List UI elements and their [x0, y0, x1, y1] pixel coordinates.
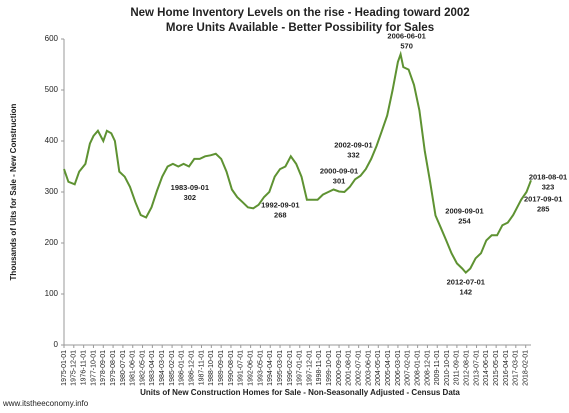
x-tick-label: 2008-01-01 — [414, 350, 421, 386]
annotation-date: 2006-06-01 — [387, 31, 425, 40]
annotation-value: 285 — [537, 205, 550, 214]
x-tick-label: 2011-09-01 — [454, 350, 461, 385]
annotation-value: 332 — [347, 151, 360, 160]
annotation-date: 2012-07-01 — [447, 278, 485, 287]
x-tick-label: 2012-08-01 — [464, 350, 471, 386]
annotation-value: 570 — [400, 41, 413, 50]
x-axis-label: Units of New Construction Homes for Sale… — [140, 388, 460, 397]
x-tick-label: 1996-02-01 — [287, 350, 294, 386]
y-tick-label: 100 — [45, 289, 59, 298]
x-tick-label: 2009-11-01 — [434, 350, 441, 385]
x-tick-label: 1993-05-01 — [257, 350, 264, 386]
x-tick-label: 2005-04-01 — [385, 350, 392, 386]
x-tick-label: 1975-01-01 — [61, 350, 68, 386]
x-tick-label: 2010-10-01 — [444, 350, 451, 386]
x-tick-label: 1988-10-01 — [208, 350, 215, 386]
annotation-date: 2017-09-01 — [524, 195, 562, 204]
y-tick-label: 500 — [45, 85, 59, 94]
x-tick-label: 2002-07-01 — [355, 350, 362, 386]
annotation-date: 2000-09-01 — [320, 166, 358, 175]
x-tick-label: 2013-07-01 — [473, 350, 480, 386]
x-tick-label: 1989-09-01 — [218, 350, 225, 386]
x-tick-label: 2006-03-01 — [395, 350, 402, 386]
x-tick-label: 1975-12-01 — [71, 350, 78, 386]
x-tick-label: 1976-11-01 — [81, 350, 88, 385]
x-tick-label: 1987-11-01 — [198, 350, 205, 385]
x-tick-label: 2016-04-01 — [503, 350, 510, 386]
chart-subtitle: More Units Available - Better Possibilit… — [166, 22, 434, 34]
annotation-value: 323 — [542, 182, 555, 191]
annotation-date: 1983-09-01 — [171, 183, 209, 192]
x-tick-label: 2003-06-01 — [365, 350, 372, 386]
annotation-date: 2009-09-01 — [445, 206, 483, 215]
x-tick-label: 1994-04-01 — [267, 350, 274, 386]
x-tick-label: 2008-12-01 — [424, 350, 431, 386]
x-tick-label: 2015-05-01 — [493, 350, 500, 386]
annotation-date: 1992-09-01 — [261, 200, 299, 209]
x-tick-label: 1986-12-01 — [189, 350, 196, 386]
x-tick-label: 2007-02-01 — [405, 350, 412, 386]
x-tick-label: 2000-09-01 — [336, 350, 343, 386]
chart-title: New Home Inventory Levels on the rise - … — [130, 7, 469, 19]
annotation-date: 2018-08-01 — [529, 172, 567, 181]
x-tick-label: 1998-11-01 — [316, 350, 323, 385]
x-tick-label: 1986-01-01 — [179, 350, 186, 386]
x-tick-label: 2017-03-01 — [513, 350, 520, 386]
x-tick-label: 1977-10-01 — [90, 350, 97, 386]
x-tick-label: 2001-08-01 — [346, 350, 353, 386]
x-tick-label: 1992-06-01 — [247, 350, 254, 386]
y-tick-label: 600 — [45, 34, 59, 43]
line-series — [63, 50, 532, 275]
annotation-value: 268 — [274, 210, 287, 219]
annotation-value: 301 — [333, 176, 346, 185]
x-tick-label: 1979-08-01 — [110, 350, 117, 386]
x-tick-label: 1985-02-01 — [169, 350, 176, 386]
x-tick-label: 2004-05-01 — [375, 350, 382, 386]
x-tick-label: 1982-05-01 — [139, 350, 146, 386]
x-tick-label: 1981-06-01 — [130, 350, 137, 386]
x-tick-label: 1997-12-01 — [306, 350, 313, 386]
y-tick-label: 0 — [54, 340, 59, 349]
x-tick-label: 1997-01-01 — [297, 350, 304, 386]
x-tick-label: 2014-06-01 — [483, 350, 490, 386]
annotation-value: 302 — [184, 193, 197, 202]
x-tick-label: 1995-03-01 — [277, 350, 284, 386]
x-tick-label: 1990-08-01 — [228, 350, 235, 386]
annotation-value: 142 — [460, 288, 473, 297]
y-tick-label: 200 — [45, 238, 59, 247]
x-tick-label: 1980-07-01 — [120, 350, 127, 386]
x-tick-label: 1984-03-01 — [159, 350, 166, 386]
x-tick-label: 1991-07-01 — [238, 350, 245, 386]
x-tick-label: 1999-10-01 — [326, 350, 333, 386]
x-tick-label: 1978-09-01 — [100, 350, 107, 386]
annotation-value: 254 — [458, 216, 471, 225]
x-tick-label: 2018-02-01 — [523, 350, 530, 386]
x-tick-label: 1983-04-01 — [149, 350, 156, 386]
y-tick-label: 300 — [45, 187, 59, 196]
footer: www.itstheeconomy.info — [2, 399, 89, 408]
y-axis-label: Thousands of Uits for Sale - New Constru… — [9, 103, 18, 280]
y-tick-label: 400 — [45, 136, 59, 145]
annotation-date: 2002-09-01 — [334, 141, 372, 150]
